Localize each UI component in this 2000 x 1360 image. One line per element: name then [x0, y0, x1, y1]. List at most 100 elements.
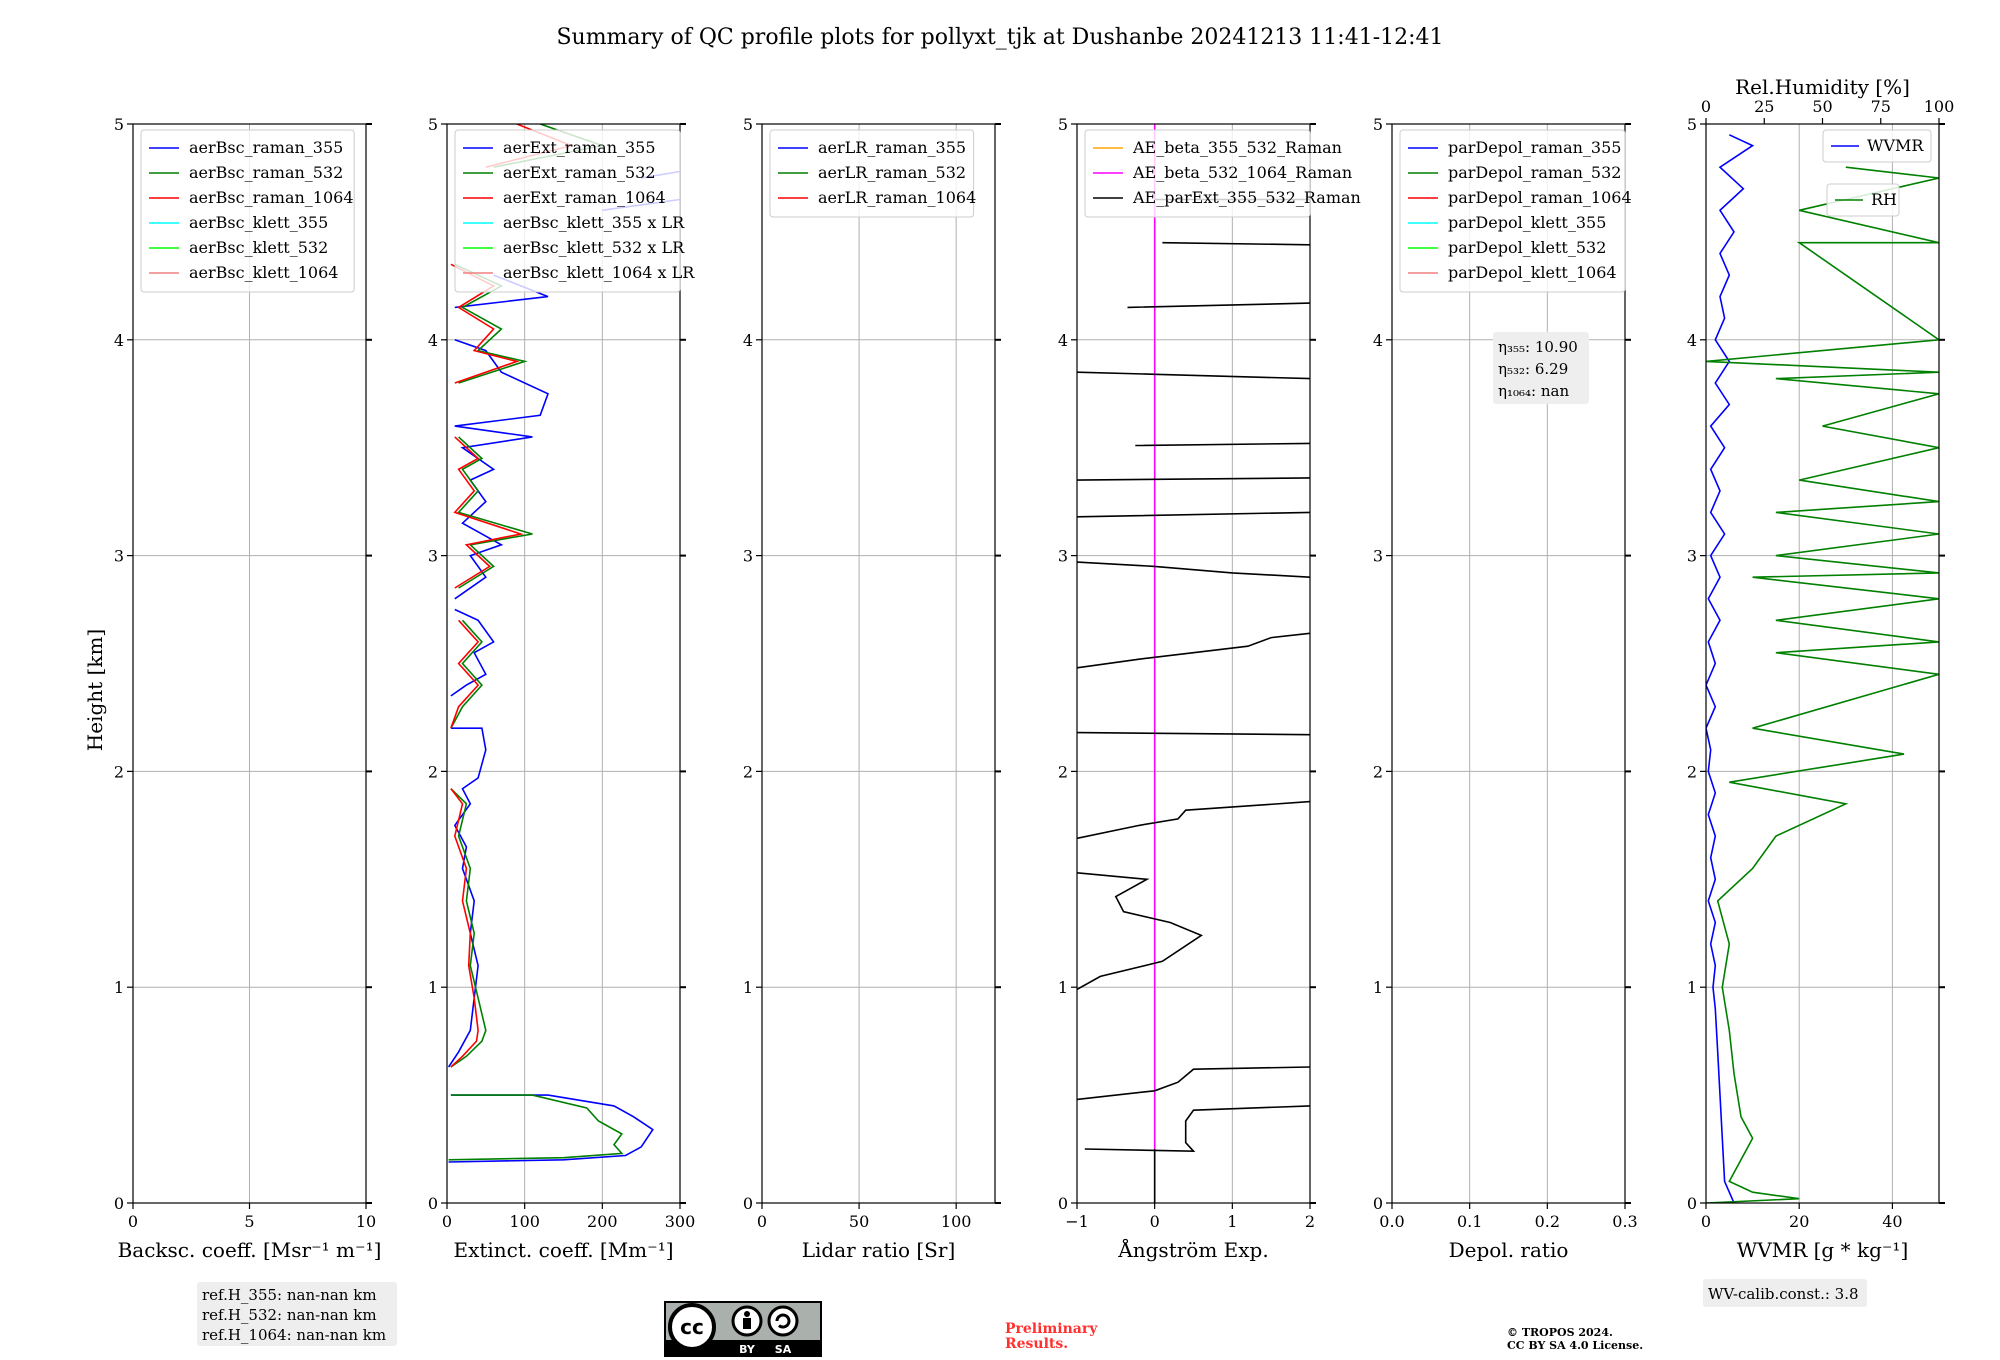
- legend-label-5: parDepol_klett_1064: [1448, 263, 1617, 282]
- y-tick-label-3: 3: [1058, 547, 1068, 566]
- top-x-tick-label-3: 75: [1871, 97, 1891, 116]
- ref-heights-box: ref.H_355: nan-nan km ref.H_532: nan-nan…: [197, 1282, 397, 1346]
- y-tick-label-0: 0: [428, 1194, 438, 1213]
- legend-rh: RH: [1826, 183, 1900, 217]
- y-tick-label-3: 3: [114, 547, 124, 566]
- y-tick-label-1: 1: [1373, 978, 1383, 997]
- legend-label-2: parDepol_raman_1064: [1448, 188, 1632, 207]
- legend-label-5: aerBsc_klett_1064 x LR: [503, 263, 695, 282]
- legend-box: [1822, 129, 1932, 163]
- panel-backscatter: 0 1 2 3 4 5 0 5 10 Backsc. coeff. [Msr⁻¹ m⁻¹] aerB…: [114, 115, 382, 1262]
- ref-h-355: ref.H_355: nan-nan km: [202, 1286, 377, 1304]
- x-axis-label: Lidar ratio [Sr]: [802, 1238, 956, 1262]
- y-tick-label-2: 2: [1687, 762, 1697, 781]
- legend-label-4: aerBsc_klett_532: [189, 238, 328, 257]
- legend: parDepol_raman_355 parDepol_raman_532 parD…: [1399, 129, 1632, 293]
- legend: AE_beta_355_532_Raman AE_beta_532_1064_Ra…: [1084, 129, 1361, 218]
- eta-annotation: η₃₅₅: 10.90 η₅₃₂: 6.29 η₁₀₆₄: nan: [1493, 332, 1589, 404]
- x-tick-label-1: 5: [244, 1212, 254, 1231]
- legend-label: WVMR: [1867, 136, 1924, 155]
- x-tick-label-2: 40: [1882, 1212, 1902, 1231]
- by-person-head: [744, 1311, 750, 1317]
- x-tick-label-1: 0: [1150, 1212, 1160, 1231]
- y-tick-label-5: 5: [1058, 115, 1068, 134]
- preliminary-line1: Preliminary: [1005, 1321, 1098, 1337]
- legend-box: [1084, 129, 1311, 218]
- y-tick-label-2: 2: [743, 762, 753, 781]
- y-tick-label-5: 5: [1373, 115, 1383, 134]
- legend-label-4: aerBsc_klett_532 x LR: [503, 238, 685, 257]
- top-x-tick-label-2: 50: [1812, 97, 1832, 116]
- top-x-tick-label-4: 100: [1924, 97, 1955, 116]
- ref-h-532: ref.H_532: nan-nan km: [202, 1306, 377, 1324]
- y-tick-label-4: 4: [1373, 331, 1383, 350]
- legend-box: [769, 129, 975, 218]
- x-tick-label-1: 100: [509, 1212, 540, 1231]
- y-tick-label-1: 1: [1058, 978, 1068, 997]
- y-tick-label-5: 5: [743, 115, 753, 134]
- legend-label-0: AE_beta_355_532_Raman: [1132, 138, 1342, 157]
- x-tick-label-3: 300: [665, 1212, 696, 1231]
- eta-annotation-bg: [1493, 332, 1589, 404]
- figure-title: Summary of QC profile plots for pollyxt_…: [556, 25, 1443, 50]
- ref-heights-bg: [197, 1282, 397, 1346]
- cc-icon-text: cc: [680, 1315, 704, 1339]
- series-line-0: [1706, 134, 1755, 1203]
- y-tick-label-3: 3: [428, 547, 438, 566]
- eta-line-0: η₃₅₅: 10.90: [1498, 338, 1578, 356]
- series-line-1: [1706, 166, 1939, 1203]
- axes-frame: [761, 123, 996, 1204]
- y-tick-label-3: 3: [1687, 547, 1697, 566]
- legend-label-1: aerBsc_raman_532: [189, 163, 343, 182]
- legend-label-5: aerBsc_klett_1064: [189, 263, 338, 282]
- legend: aerExt_raman_355 aerExt_raman_532 aerExt_r…: [454, 129, 695, 293]
- axes-frame: [1076, 123, 1311, 1204]
- cc-by-sa-badge: cc BY SA: [664, 1301, 822, 1357]
- x-axis-label: WVMR [g * kg⁻¹]: [1737, 1238, 1909, 1262]
- legend-label: RH: [1871, 190, 1897, 209]
- y-tick-label-5: 5: [428, 115, 438, 134]
- legend-label-1: parDepol_raman_532: [1448, 163, 1621, 182]
- y-tick-label-4: 4: [1058, 331, 1068, 350]
- legend-label-0: aerExt_raman_355: [503, 138, 656, 157]
- y-tick-label-0: 0: [114, 1194, 124, 1213]
- top-x-axis-label: Rel.Humidity [%]: [1735, 75, 1910, 99]
- x-tick-label-0: 0: [442, 1212, 452, 1231]
- series-line-1: [448, 124, 624, 1161]
- x-tick-label-2: 0.2: [1535, 1212, 1560, 1231]
- legend-label-1: AE_beta_532_1064_Raman: [1132, 163, 1352, 182]
- x-axis-label: Backsc. coeff. [Msr⁻¹ m⁻¹]: [118, 1238, 382, 1262]
- y-tick-label-2: 2: [1058, 762, 1068, 781]
- y-tick-label-1: 1: [114, 978, 124, 997]
- y-tick-label-2: 2: [114, 762, 124, 781]
- x-axis-label: Depol. ratio: [1449, 1238, 1569, 1262]
- y-tick-label-3: 3: [1373, 547, 1383, 566]
- y-tick-label-1: 1: [428, 978, 438, 997]
- legend-label-3: parDepol_klett_355: [1448, 213, 1606, 232]
- series-line-0: [447, 170, 680, 1163]
- legend-label-1: aerLR_raman_532: [818, 163, 966, 182]
- x-tick-label-3: 2: [1305, 1212, 1315, 1231]
- y-tick-label-2: 2: [428, 762, 438, 781]
- y-tick-label-5: 5: [114, 115, 124, 134]
- legend-box: [1399, 129, 1626, 293]
- x-tick-label-0: −1: [1065, 1212, 1089, 1231]
- by-person-body: [743, 1318, 751, 1329]
- ref-h-1064: ref.H_1064: nan-nan km: [202, 1326, 386, 1344]
- x-tick-label-2: 1: [1227, 1212, 1237, 1231]
- by-label: BY: [739, 1343, 756, 1356]
- x-axis-label: Extinct. coeff. [Mm⁻¹]: [453, 1238, 673, 1262]
- legend-label-0: aerBsc_raman_355: [189, 138, 343, 157]
- y-tick-label-4: 4: [1687, 331, 1697, 350]
- legend-label-2: aerBsc_raman_1064: [189, 188, 354, 207]
- x-tick-label-1: 50: [849, 1212, 869, 1231]
- x-tick-label-1: 0.1: [1457, 1212, 1482, 1231]
- axes-frame: [1391, 123, 1626, 1204]
- y-axis-label: Height [km]: [83, 629, 107, 751]
- wv-calib-text: WV-calib.const.: 3.8: [1708, 1285, 1859, 1303]
- eta-line-2: η₁₀₆₄: nan: [1498, 382, 1569, 400]
